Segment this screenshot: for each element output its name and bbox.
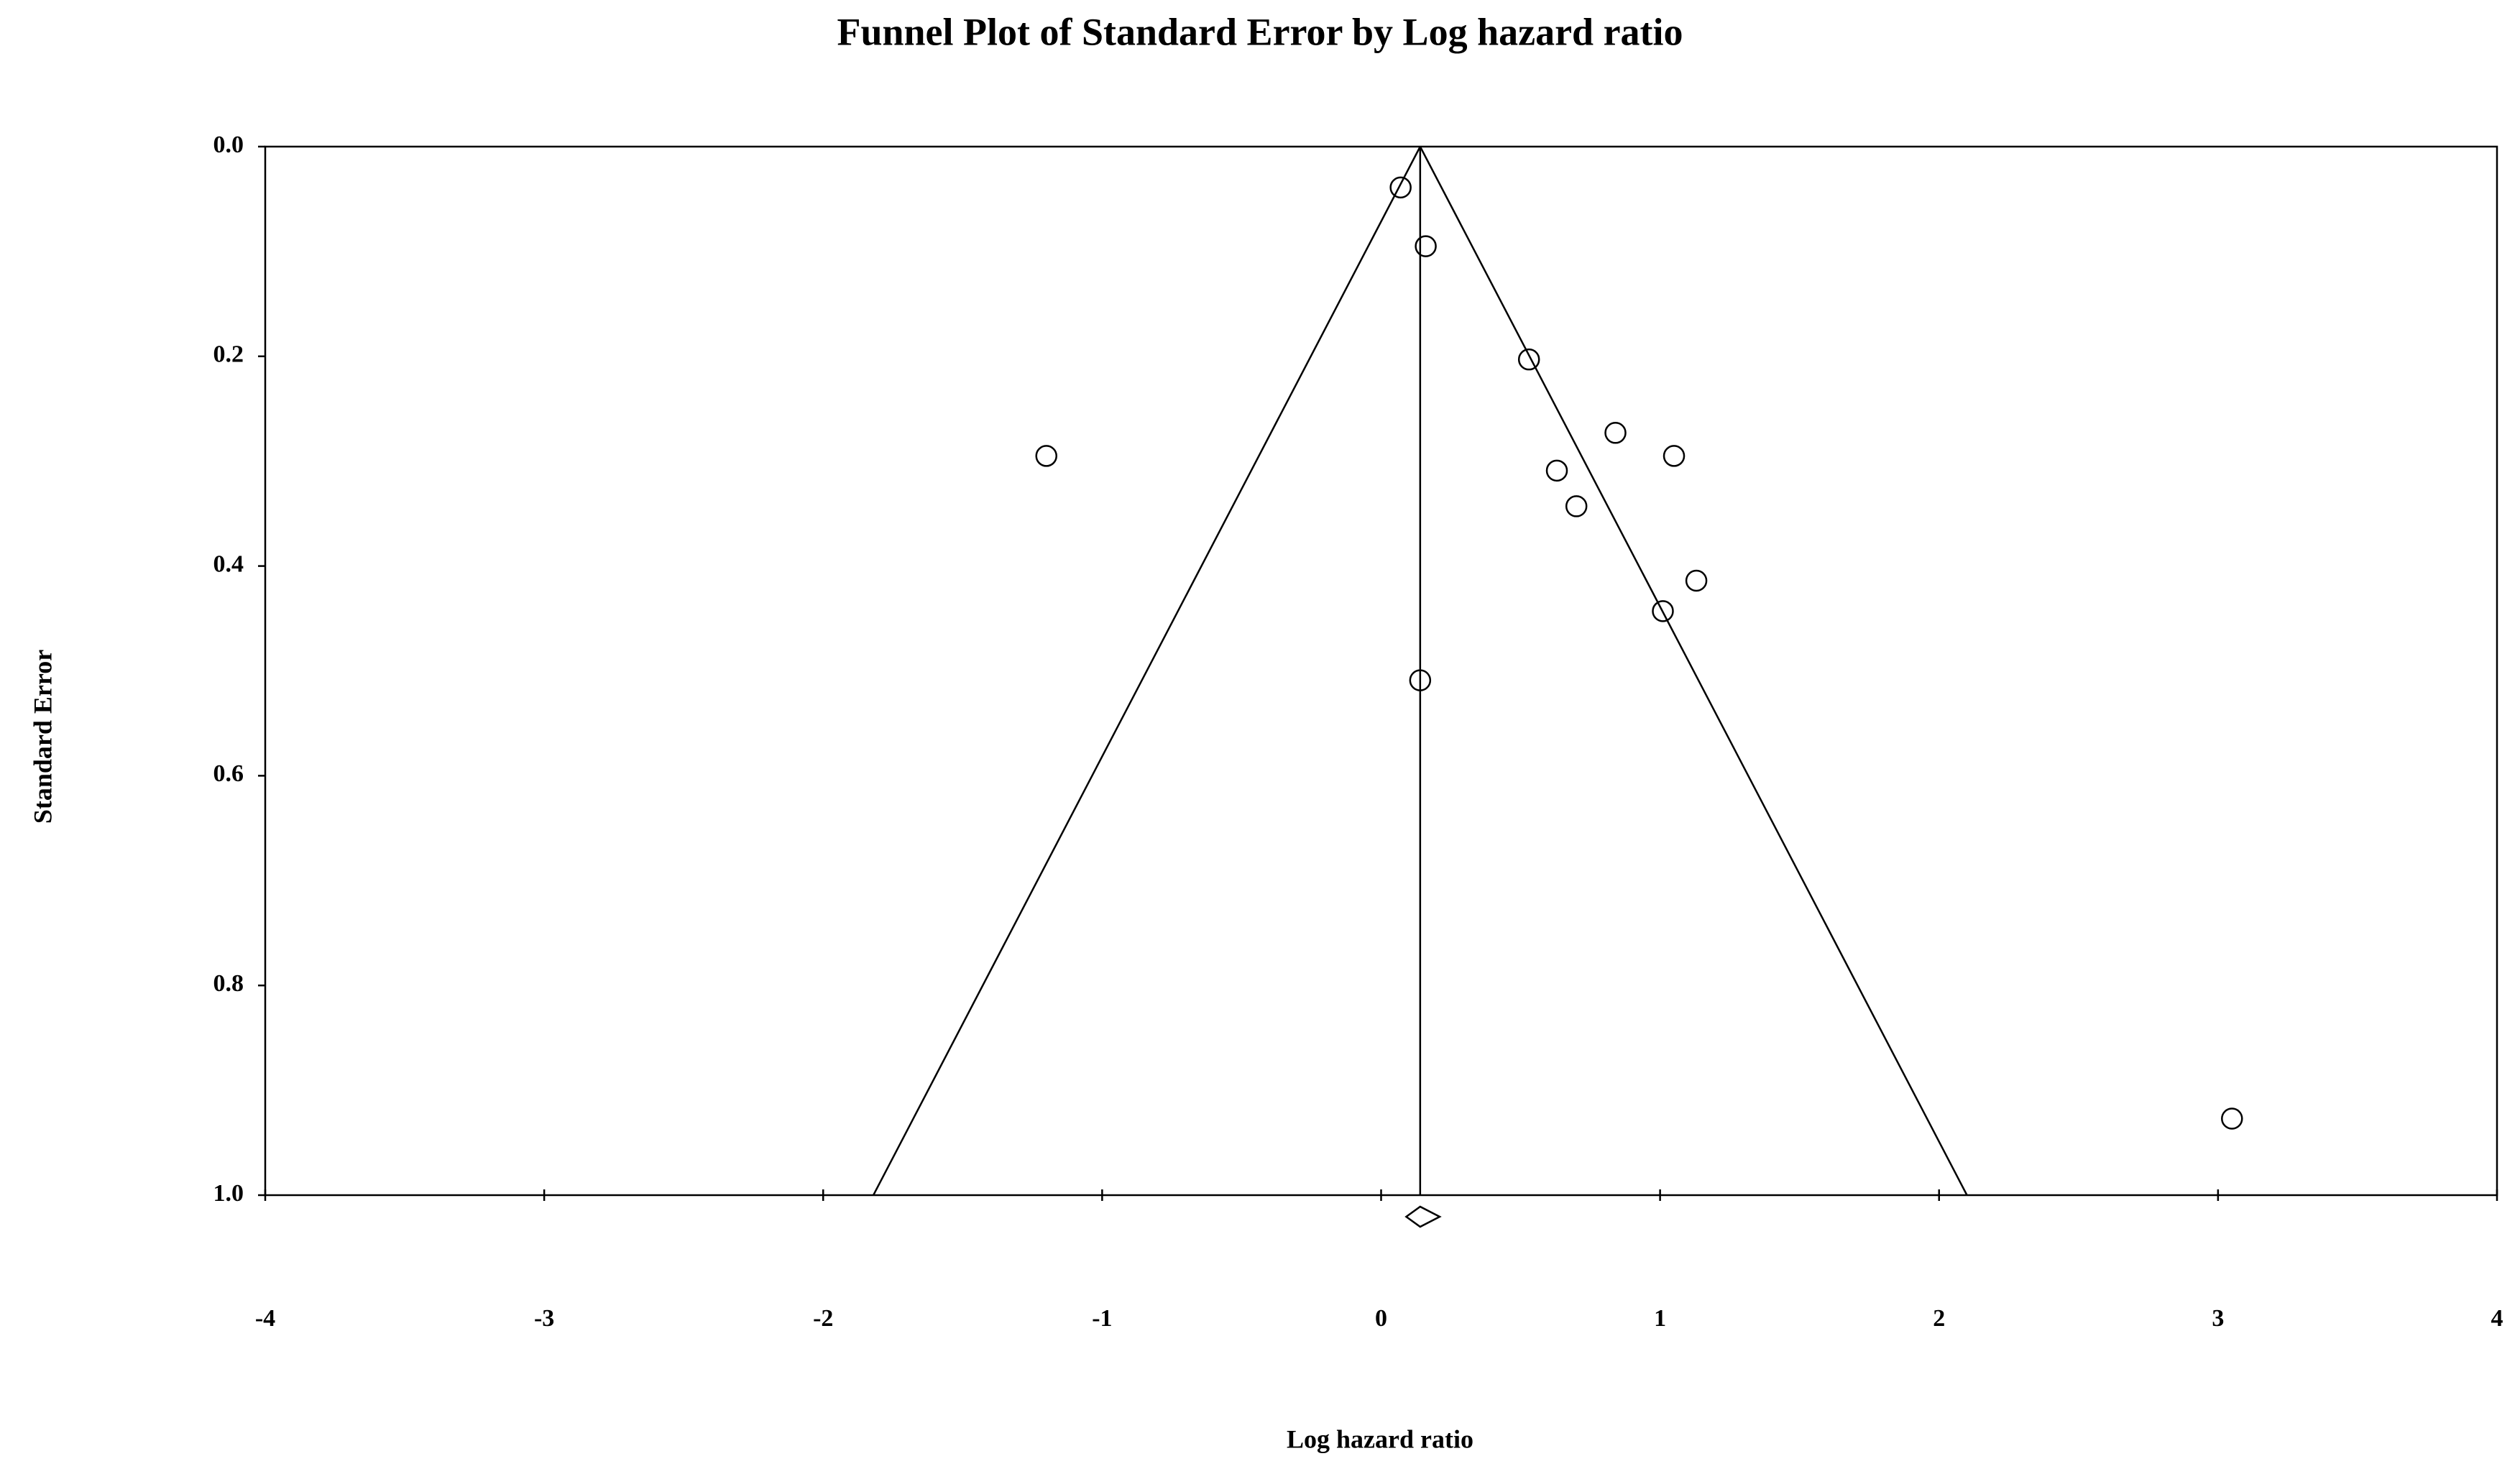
study-point [1415, 235, 1437, 257]
study-point [1389, 176, 1412, 199]
study-point [1652, 600, 1674, 622]
x-tick-label: -2 [813, 1305, 833, 1332]
x-tick-label: -1 [1092, 1305, 1112, 1332]
plot-frame [264, 145, 2498, 1197]
funnel-left [873, 146, 1421, 1196]
study-point [1565, 495, 1588, 517]
x-tick-label: -3 [534, 1305, 554, 1332]
study-point [1545, 459, 1568, 482]
y-tick-label: 1.0 [213, 1180, 244, 1207]
chart-title: Funnel Plot of Standard Error by Log haz… [837, 10, 1683, 53]
y-axis-label: Standard Error [28, 650, 57, 824]
x-tick-label: 0 [1375, 1305, 1387, 1332]
y-tick-label: 0.2 [213, 341, 244, 368]
study-point [1604, 422, 1627, 444]
study-point [1685, 569, 1708, 592]
study-point [2221, 1107, 2243, 1130]
x-tick-label: 3 [2212, 1305, 2224, 1332]
funnel-right [1419, 146, 1968, 1196]
x-axis-label: Log hazard ratio [1287, 1424, 1473, 1453]
study-point [1663, 445, 1686, 467]
y-tick-label: 0.0 [213, 132, 244, 158]
x-tick-label: 2 [1933, 1305, 1945, 1332]
y-tick-label: 0.4 [213, 551, 244, 577]
study-point [1409, 669, 1432, 691]
x-tick-label: -4 [255, 1305, 275, 1332]
x-tick-label: 1 [1654, 1305, 1666, 1332]
y-tick-label: 0.6 [213, 760, 244, 787]
x-tick-label: 4 [2491, 1305, 2503, 1332]
study-point [1517, 348, 1540, 371]
y-tick-label: 0.8 [213, 970, 244, 997]
study-point [1035, 445, 1057, 467]
summary-diamond [1404, 1205, 1442, 1228]
